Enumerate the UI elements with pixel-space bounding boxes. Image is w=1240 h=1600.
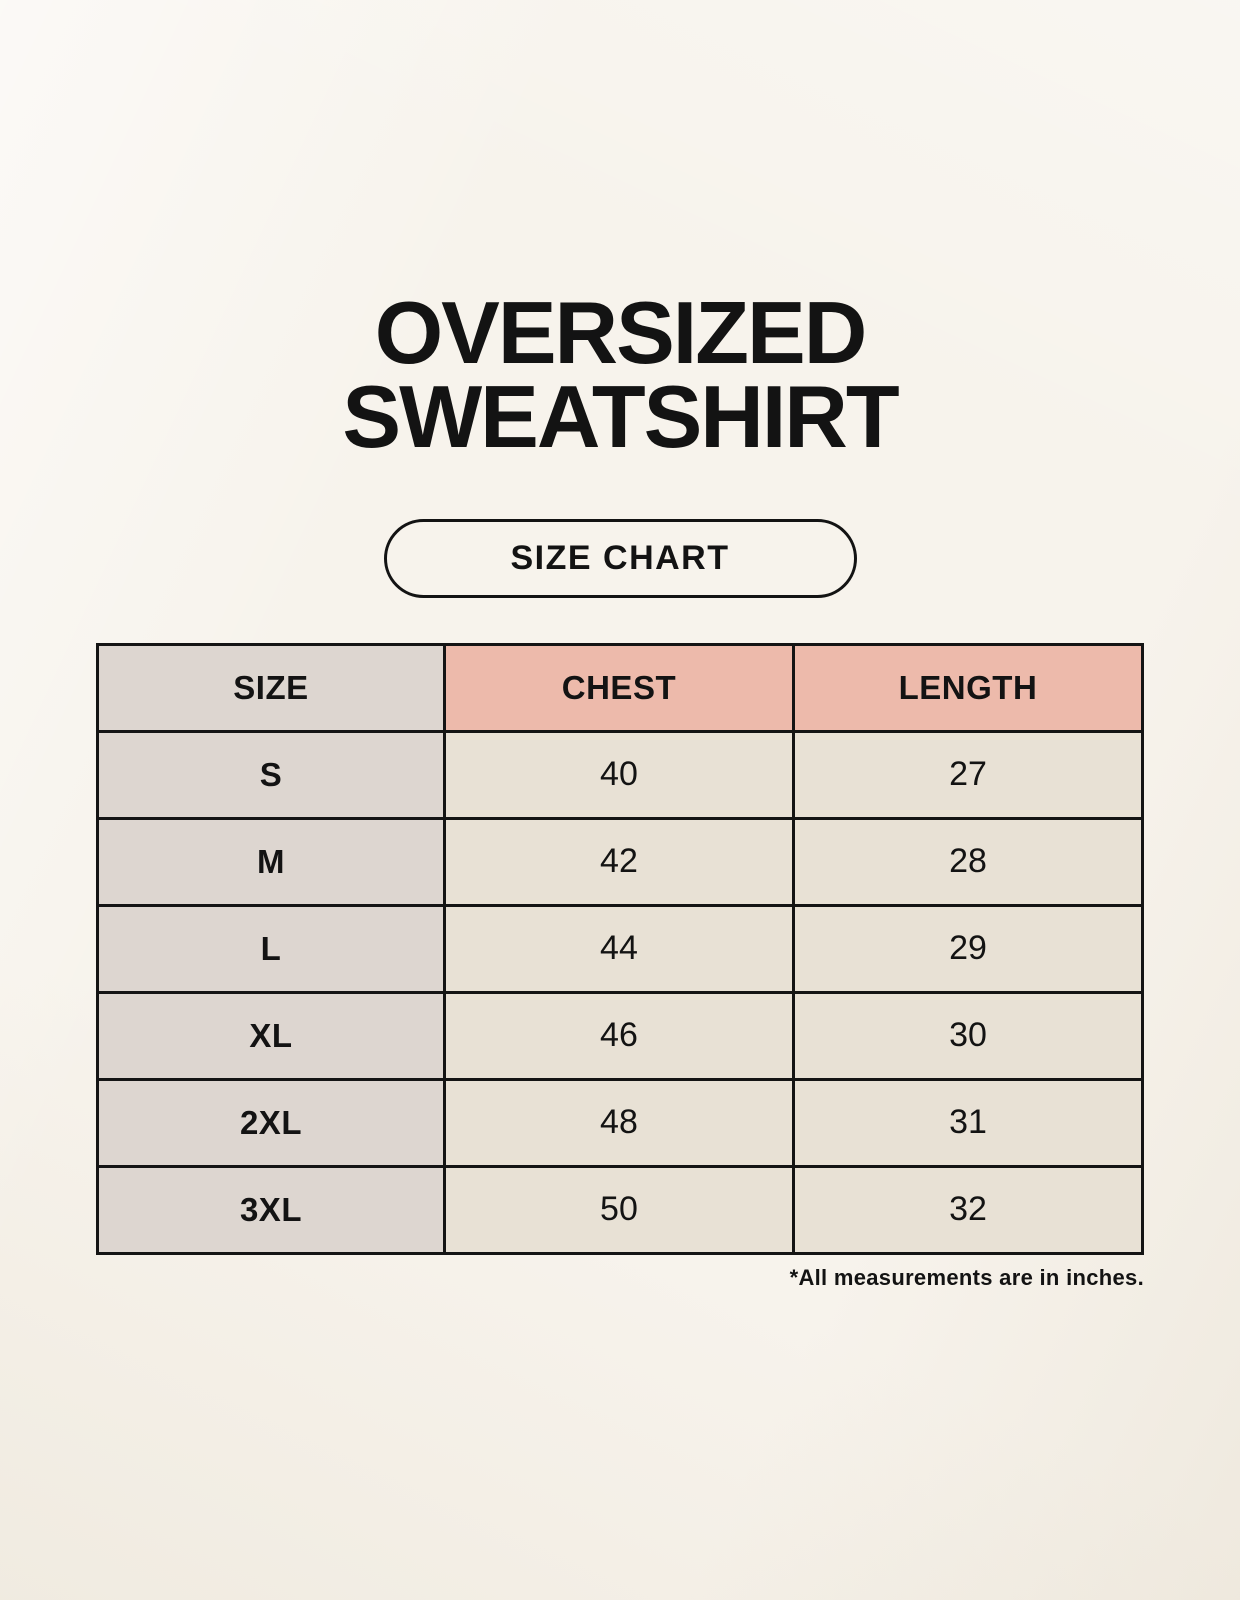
product-title: OVERSIZED SWEATSHIRT: [0, 59, 1240, 467]
size-label: L: [96, 903, 446, 994]
column-header-size: SIZE: [96, 642, 446, 733]
chest-value: 48: [442, 1077, 795, 1168]
size-label: S: [96, 729, 446, 820]
table-row: S 40 27: [96, 729, 1145, 820]
size-label: 3XL: [96, 1164, 446, 1255]
product-title-line1: OVERSIZED: [374, 282, 868, 382]
chest-value: 46: [442, 990, 795, 1081]
length-value: 30: [791, 990, 1145, 1081]
chest-value: 50: [442, 1164, 795, 1255]
length-value: 28: [791, 816, 1145, 907]
length-value: 27: [791, 729, 1145, 820]
measurements-footnote: *All measurements are in inches.: [789, 1264, 1144, 1290]
size-table: SIZE CHEST LENGTH S 40 27 M 42 28 L: [96, 642, 1145, 1255]
column-header-length: LENGTH: [791, 642, 1145, 733]
size-label: 2XL: [96, 1077, 446, 1168]
size-label: XL: [96, 990, 446, 1081]
size-chart-button[interactable]: SIZE CHART: [383, 518, 857, 598]
table-row: L 44 29: [96, 903, 1145, 994]
table-row: 3XL 50 32: [96, 1164, 1145, 1255]
length-value: 31: [791, 1077, 1145, 1168]
size-label: M: [96, 816, 446, 907]
product-title-line2: SWEATSHIRT: [342, 367, 899, 467]
table-row: XL 46 30: [96, 990, 1145, 1081]
length-value: 32: [791, 1164, 1145, 1255]
table-header-row: SIZE CHEST LENGTH: [96, 642, 1145, 733]
size-chart-button-label: SIZE CHART: [510, 538, 730, 577]
table-row: M 42 28: [96, 816, 1145, 907]
chest-value: 42: [442, 816, 795, 907]
length-value: 29: [791, 903, 1145, 994]
table-row: 2XL 48 31: [96, 1077, 1145, 1168]
column-header-chest: CHEST: [442, 642, 795, 733]
chest-value: 40: [442, 729, 795, 820]
chest-value: 44: [442, 903, 795, 994]
